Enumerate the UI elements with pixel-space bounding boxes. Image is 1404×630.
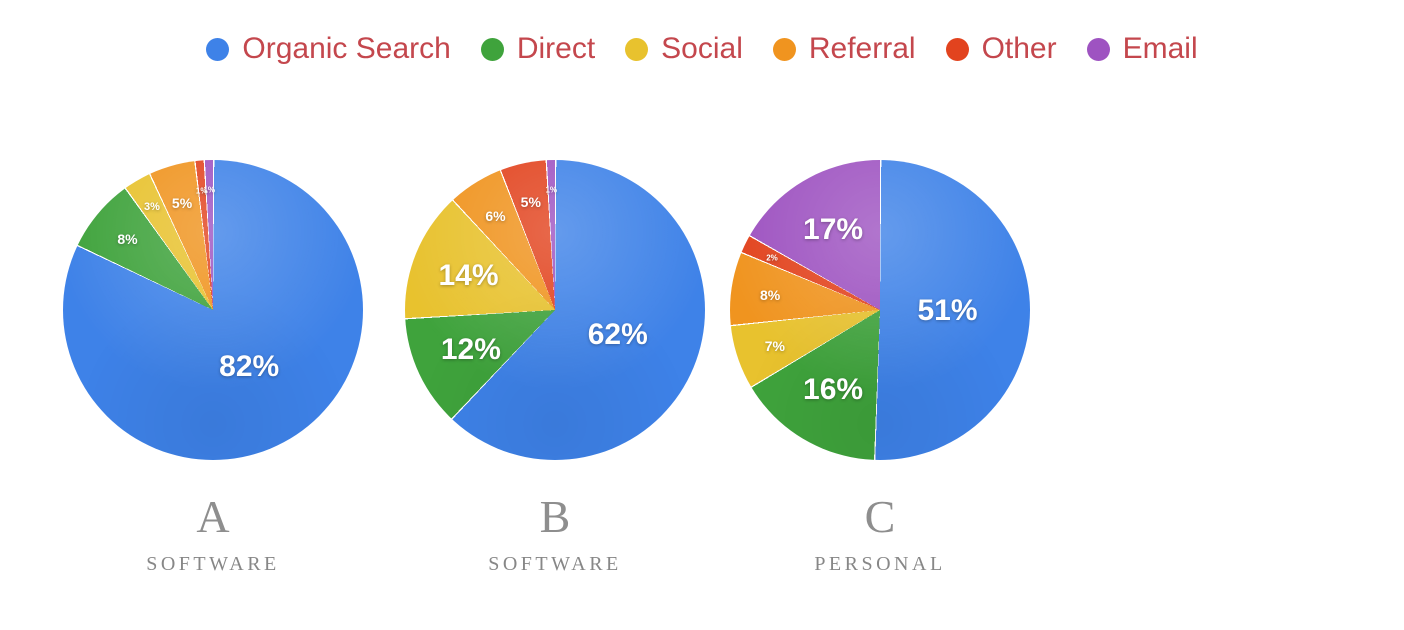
referral-swatch-icon bbox=[772, 37, 796, 61]
slice-label: 2% bbox=[766, 253, 778, 263]
legend: Organic Search Direct Social Referral Ot… bbox=[0, 34, 1404, 64]
slice-label: 5% bbox=[171, 195, 193, 212]
slice-label: 1% bbox=[545, 185, 557, 195]
chart-c-title: C bbox=[864, 491, 896, 542]
direct-swatch-icon bbox=[480, 37, 504, 61]
chart-b-caption: SOFTWARE bbox=[488, 553, 622, 575]
social-swatch-icon bbox=[625, 37, 649, 61]
slice-label: 82% bbox=[219, 349, 280, 383]
slice-label: 3% bbox=[143, 200, 160, 213]
legend-item-email: Email bbox=[1086, 32, 1198, 65]
other-swatch-icon bbox=[945, 37, 969, 61]
slice-label: 6% bbox=[485, 208, 506, 225]
slice-label: 1% bbox=[203, 185, 215, 195]
chart-b-title: B bbox=[539, 491, 571, 542]
chart-block-c: 51% 16% 7% 8% 2% 17% C PERSONAL bbox=[730, 160, 1030, 574]
slice-label: 17% bbox=[803, 212, 864, 246]
slice-label: 62% bbox=[587, 317, 648, 351]
slice-label: 8% bbox=[117, 231, 138, 248]
organic-search-swatch-icon bbox=[206, 37, 230, 61]
legend-label-social: Social bbox=[661, 32, 743, 65]
pie-chart-c: 51% 16% 7% 8% 2% 17% bbox=[730, 160, 1030, 460]
slice-label: 14% bbox=[438, 258, 499, 292]
slice-label: 1% bbox=[195, 186, 208, 196]
legend-label-other: Other bbox=[981, 32, 1057, 65]
slice-label: 8% bbox=[759, 286, 781, 303]
slice-label: 7% bbox=[764, 337, 785, 354]
legend-label-direct: Direct bbox=[516, 32, 596, 65]
legend-item-direct: Direct bbox=[480, 32, 596, 65]
chart-block-b: 62% 12% 14% 6% 5% 1% B SOFTWARE bbox=[405, 160, 705, 574]
legend-label-organic-search: Organic Search bbox=[242, 32, 451, 65]
legend-item-organic-search: Organic Search bbox=[206, 32, 451, 65]
email-swatch-icon bbox=[1086, 37, 1110, 61]
slice-label: 5% bbox=[520, 193, 541, 210]
legend-label-email: Email bbox=[1122, 32, 1198, 65]
legend-item-referral: Referral bbox=[772, 32, 916, 65]
slice-label: 12% bbox=[440, 332, 501, 366]
legend-label-referral: Referral bbox=[808, 32, 916, 65]
chart-a-caption: SOFTWARE bbox=[146, 553, 280, 575]
pie-chart-a: 82% 8% 3% 5% 1% 1% bbox=[63, 160, 363, 460]
legend-item-other: Other bbox=[945, 32, 1057, 65]
pie-chart-b: 62% 12% 14% 6% 5% 1% bbox=[405, 160, 705, 460]
chart-block-a: 82% 8% 3% 5% 1% 1% A SOFTWARE bbox=[63, 160, 363, 574]
slice-label: 51% bbox=[917, 294, 978, 328]
chart-c-caption: PERSONAL bbox=[814, 553, 946, 575]
legend-item-social: Social bbox=[625, 34, 743, 64]
slice-label: 16% bbox=[803, 373, 864, 407]
chart-a-title: A bbox=[196, 491, 230, 542]
